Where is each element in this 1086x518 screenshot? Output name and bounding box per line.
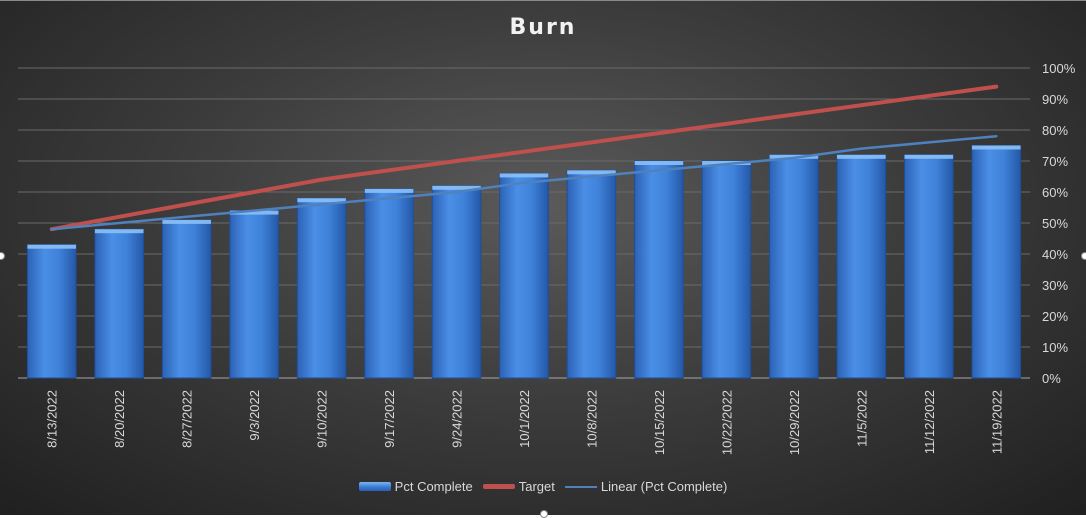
x-tick-label: 10/22/2022 [719,390,734,455]
resize-handle-right[interactable] [1081,252,1086,260]
x-tick-label: 8/13/2022 [45,390,60,448]
bar-top-highlight [27,244,77,249]
bar-top-highlight [94,229,144,234]
bar [229,210,279,379]
bar-top-highlight [229,210,279,215]
bar [364,188,414,379]
bar [769,154,819,379]
y-tick-label: 0% [1042,371,1061,386]
y-tick-label: 100% [1042,61,1076,76]
x-tick-label: 11/12/2022 [922,390,937,454]
legend-item-target: Target [482,479,555,494]
bar [904,154,954,379]
bar [296,197,347,379]
bar [634,160,684,379]
y-tick-label: 20% [1042,309,1068,324]
legend-swatch-bar [358,482,391,491]
x-tick-label: 11/19/2022 [989,390,1004,454]
x-tick-label: 9/3/2022 [247,390,262,441]
legend-swatch-line [482,484,515,489]
y-tick-label: 40% [1042,247,1068,262]
legend-swatch-trendline [564,485,597,488]
x-tick-label: 8/20/2022 [112,390,127,448]
legend: Pct Complete Target Linear (Pct Complete… [0,479,1086,494]
legend-label: Linear (Pct Complete) [600,479,728,494]
legend-item-trendline: Linear (Pct Complete) [564,479,728,494]
target-line [49,84,999,232]
bar [701,160,752,379]
chart-title: Burn [509,15,577,40]
bar-top-highlight [432,185,481,190]
y-tick-label: 90% [1042,92,1068,107]
bar-top-highlight [162,219,211,224]
bar [26,244,77,379]
bar [431,185,482,379]
bar-top-highlight [971,145,1021,150]
trendline [50,134,998,231]
x-tick-label: 10/1/2022 [517,390,532,448]
y-tick-label: 30% [1042,278,1068,293]
resize-handle-bottom[interactable] [540,510,548,518]
bar-top-highlight [364,188,414,193]
legend-item-pct-complete: Pct Complete [358,479,473,494]
y-tick-label: 60% [1042,185,1068,200]
bar [94,228,144,379]
bar-top-highlight [567,170,616,175]
x-tick-label: 11/5/2022 [854,390,869,447]
resize-handle-left[interactable] [0,252,5,260]
y-tick-label: 50% [1042,216,1068,231]
bar-top-highlight [634,161,684,165]
bar [971,145,1022,379]
bar-top-highlight [904,154,954,159]
bar [836,154,887,379]
bar [566,169,617,379]
x-tick-label: 10/8/2022 [584,390,599,448]
x-tick-label: 10/15/2022 [652,390,667,455]
x-tick-label: 9/24/2022 [450,390,465,448]
x-tick-label: 8/27/2022 [180,390,195,448]
x-tick-label: 9/10/2022 [315,390,330,448]
bar-top-highlight [837,154,886,159]
bar [499,172,549,379]
x-tick-label: 9/17/2022 [382,390,397,448]
bar-top-highlight [297,198,346,203]
y-tick-label: 70% [1042,154,1068,169]
legend-label: Pct Complete [394,479,473,494]
bar [161,219,212,379]
y-tick-label: 80% [1042,123,1068,138]
legend-label: Target [518,479,555,494]
y-tick-label: 10% [1042,340,1068,355]
x-tick-label: 10/29/2022 [787,390,802,455]
bar-top-highlight [499,173,549,178]
